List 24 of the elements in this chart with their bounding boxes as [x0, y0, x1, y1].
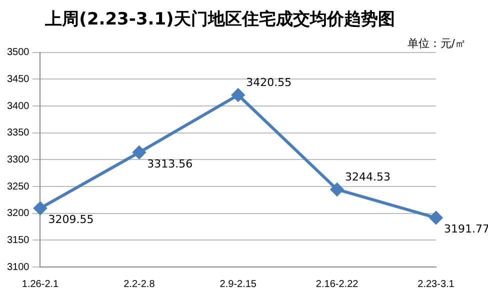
x-tick-label: 2.9-2.15	[220, 278, 257, 290]
point	[232, 88, 245, 102]
x-tick-label: 2.2-2.8	[124, 278, 156, 290]
x-tick-label: 1.26-2.1	[22, 278, 60, 290]
y-tick-label: 3100	[6, 262, 30, 273]
chart-title: 上周(2.23-3.1)天门地区住宅成交均价趋势图	[44, 10, 395, 30]
y-tick-label: 3500	[6, 47, 30, 58]
y-tick-label: 3250	[6, 181, 30, 192]
point	[430, 211, 442, 224]
x-tick-label: 2.23-3.1	[418, 278, 455, 290]
y-tick-label: 3450	[6, 74, 30, 85]
y-tick-label: 3200	[6, 208, 30, 220]
y-tick-label: 3350	[6, 128, 30, 139]
point	[132, 146, 146, 159]
x-tick-label: 2.16-2.22	[316, 278, 359, 290]
text: 单位：元/㎡	[407, 36, 466, 51]
point	[330, 182, 344, 196]
data-label: 3209.55	[48, 213, 94, 226]
data-label: 3313.56	[147, 157, 193, 170]
y-tick-label: 3150	[6, 234, 30, 246]
y-tick-label: 3400	[6, 100, 30, 112]
data-label: 3244.53	[345, 170, 391, 184]
data-label: 3420.55	[246, 76, 292, 89]
y-tick-label: 3300	[6, 154, 30, 166]
